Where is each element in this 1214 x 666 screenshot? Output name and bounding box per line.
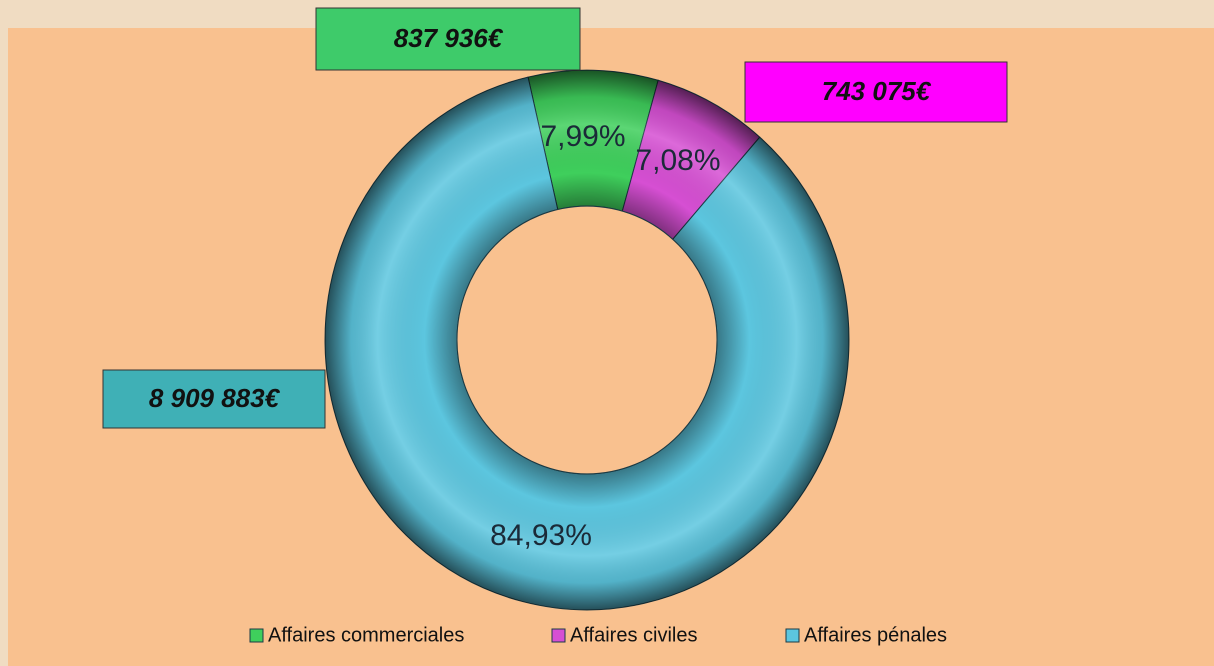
legend-label: Affaires pénales [804,624,947,646]
legend-marker [249,628,264,643]
callout-label: 8 909 883€ [149,383,281,413]
callout-label: 837 936€ [394,23,504,53]
callout-box [744,61,1008,123]
callout-label: 743 075€ [822,76,932,106]
legend-label: Affaires commerciales [268,624,464,646]
donut-hole [456,205,718,475]
data-label: 84,93% [490,519,592,552]
callout-box [315,7,581,71]
data-label: 7,99% [540,120,625,153]
legend-marker [551,628,566,643]
legend-marker [785,628,800,643]
legend-label: Affaires civiles [570,624,697,646]
data-label: 7,08% [635,144,720,177]
callout-box [102,369,326,429]
